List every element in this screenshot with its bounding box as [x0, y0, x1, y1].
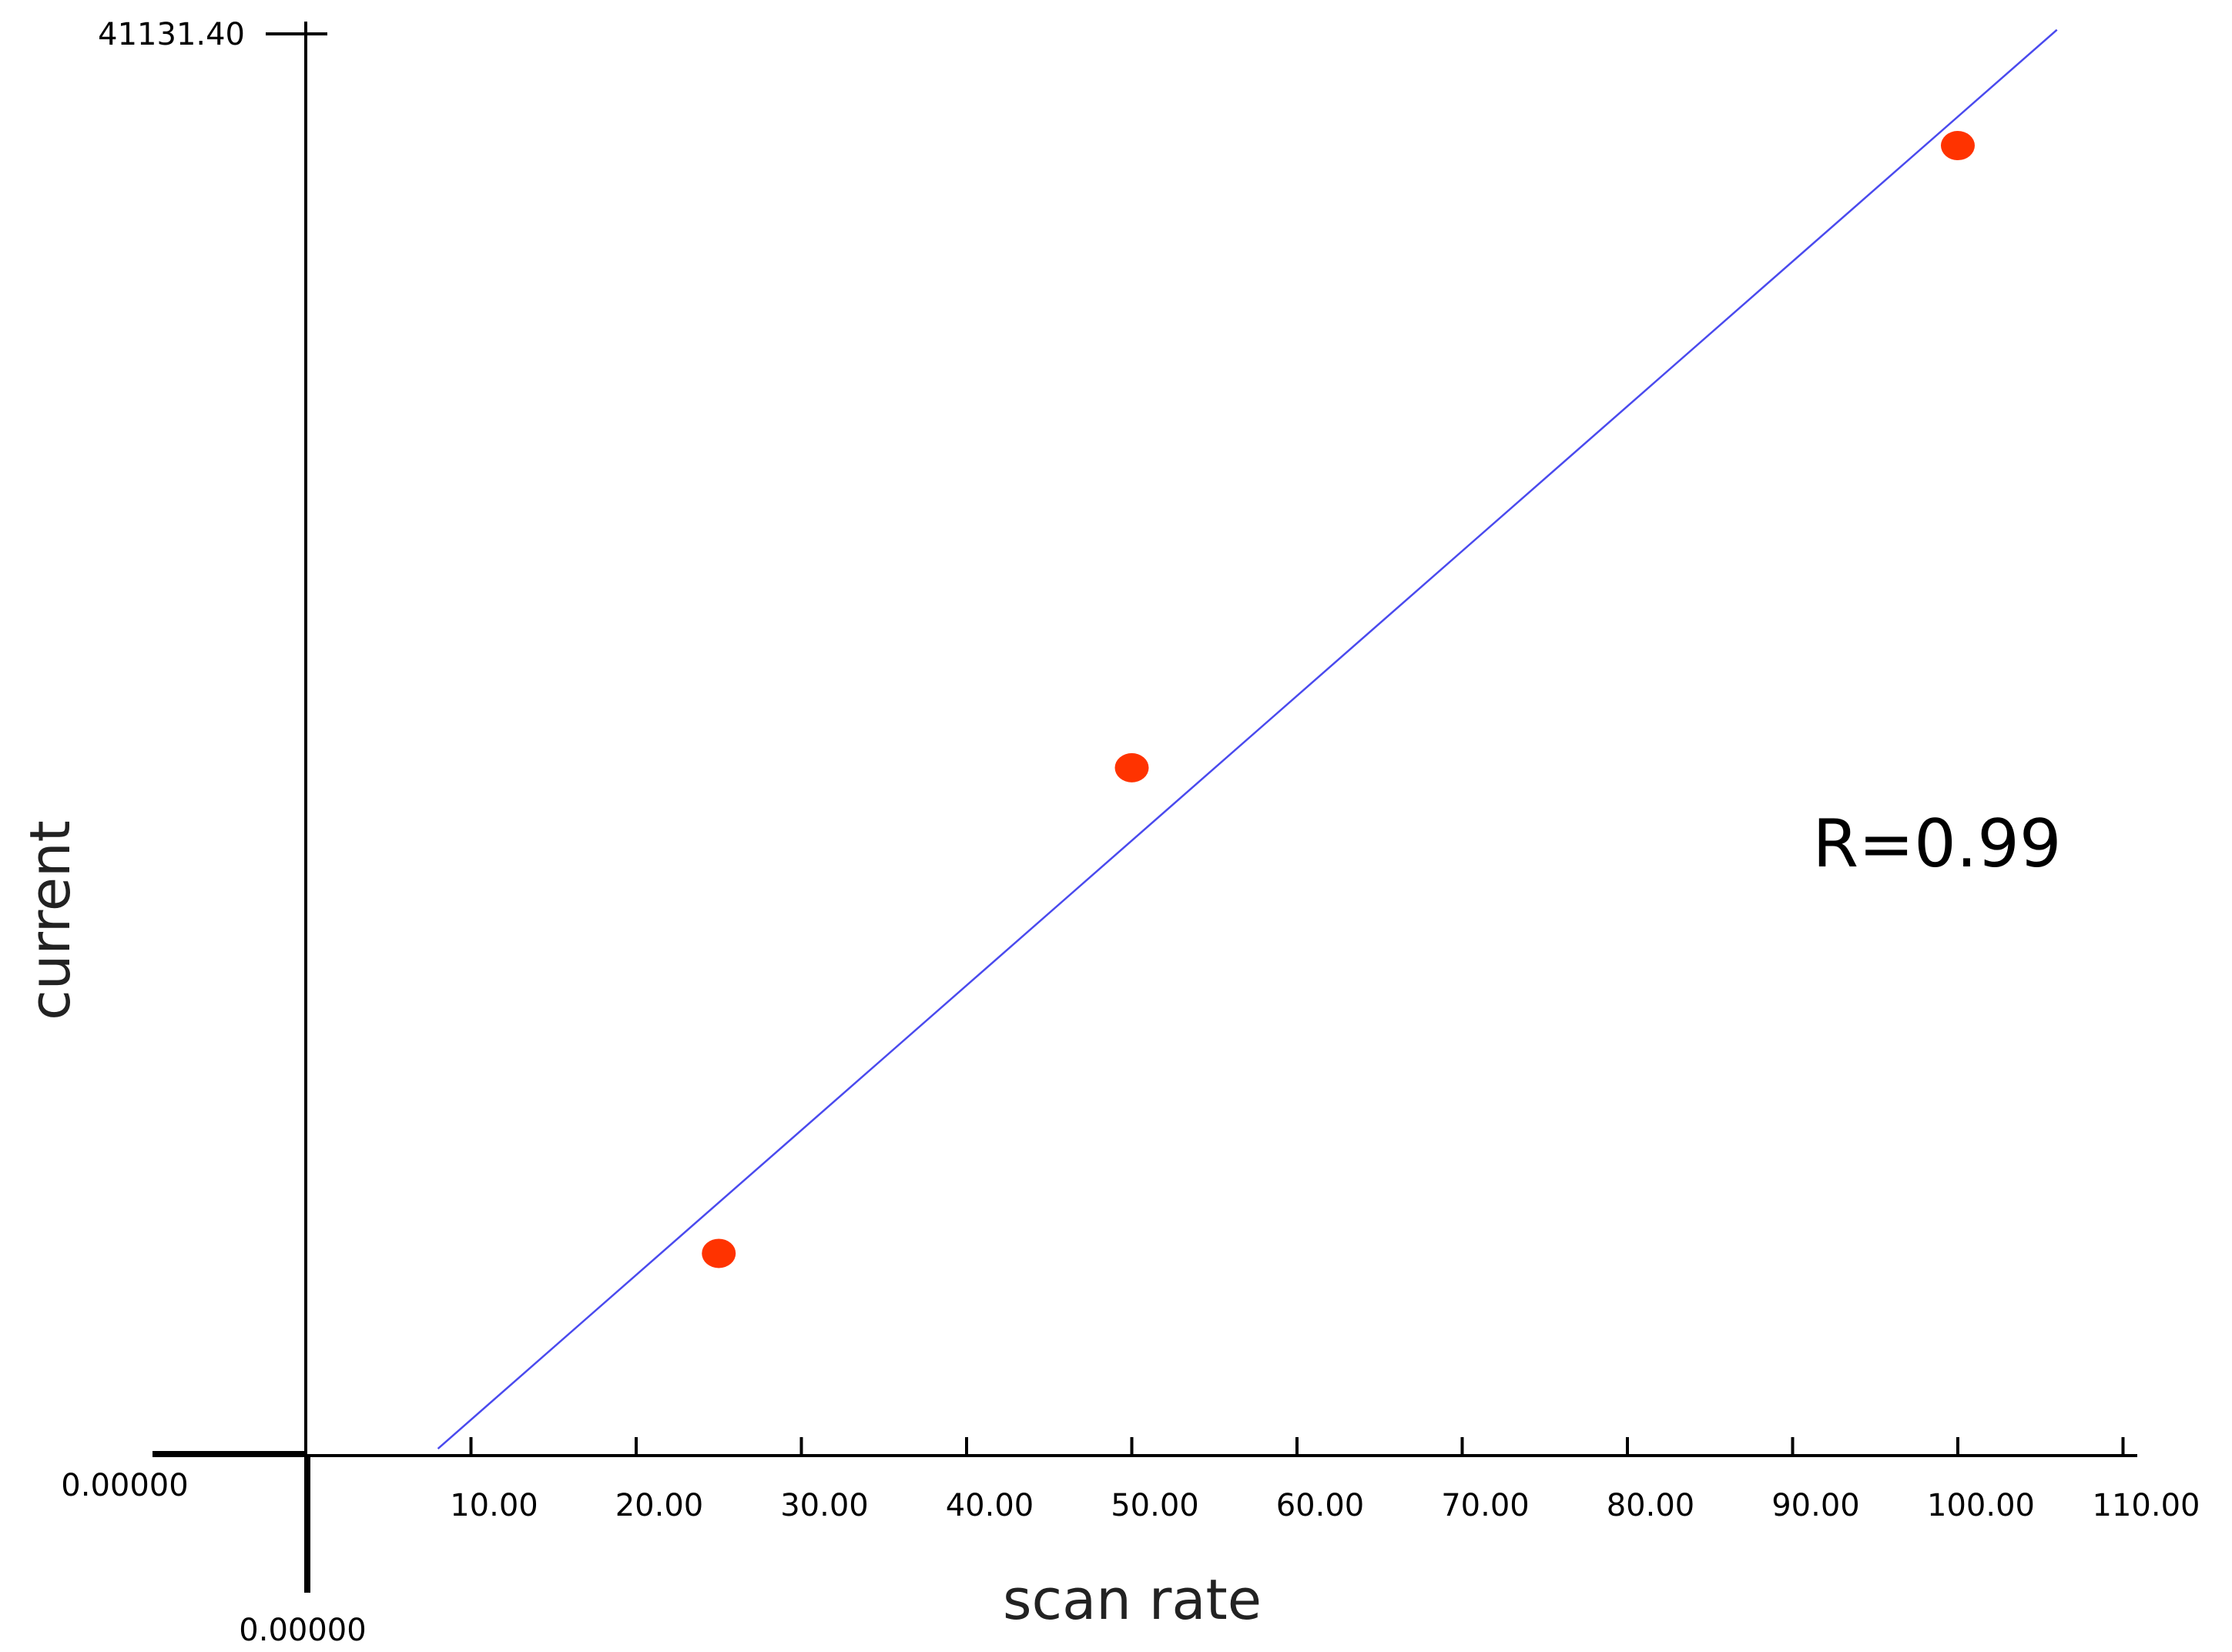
x-tick-label: 50.00 — [1111, 1488, 1199, 1523]
x-tick-label: 80.00 — [1607, 1488, 1695, 1523]
x-tick-label: 100.00 — [1927, 1488, 2035, 1523]
x-tick-label: 90.00 — [1771, 1488, 1860, 1523]
r-value-annotation: R=0.99 — [1812, 806, 2061, 883]
x-tick-label: 70.00 — [1441, 1488, 1530, 1523]
x-tick-label: 10.00 — [450, 1488, 538, 1523]
y-max-label: 41131.40 — [98, 17, 245, 52]
y-origin-label: 0.00000 — [61, 1468, 188, 1503]
x-tick-label: 110.00 — [2093, 1488, 2200, 1523]
data-point — [1114, 752, 1149, 782]
x-tick-label: 20.00 — [615, 1488, 704, 1523]
x-tick-label: 60.00 — [1276, 1488, 1365, 1523]
y-axis-title: current — [18, 820, 82, 1020]
data-point — [702, 1238, 736, 1268]
fit-line — [437, 28, 2058, 1449]
x-tick-label: 30.00 — [780, 1488, 869, 1523]
x-origin-label: 0.00000 — [239, 1613, 366, 1648]
x-tick-label: 40.00 — [946, 1488, 1034, 1523]
x-axis-title: scan rate — [1003, 1567, 1262, 1632]
data-point — [1941, 131, 1975, 161]
